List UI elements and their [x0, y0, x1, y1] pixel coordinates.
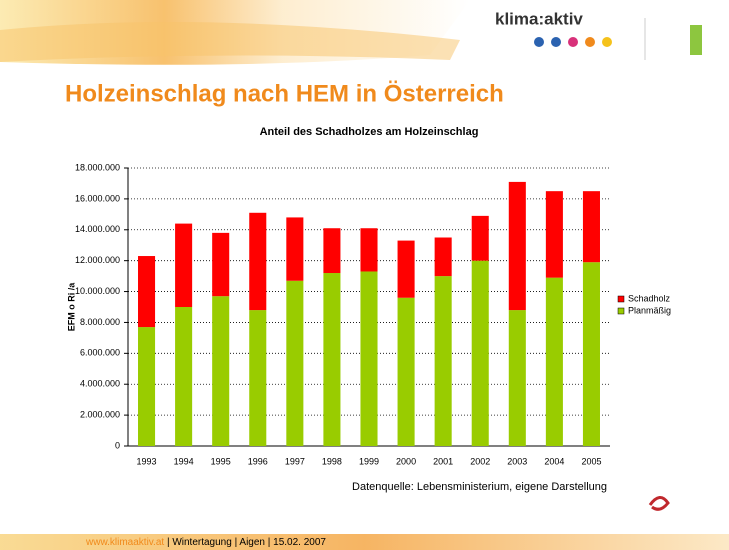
bar-segment	[212, 296, 230, 446]
x-tick-label: 2000	[396, 456, 416, 466]
legend-label: Planmäßig	[628, 305, 671, 315]
bar-segment	[397, 297, 415, 446]
y-tick-label: 14.000.000	[75, 224, 120, 234]
bar-segment	[212, 232, 230, 297]
footer-bar	[0, 534, 729, 550]
x-tick-label: 2002	[470, 456, 490, 466]
header-decoration	[0, 22, 460, 62]
x-tick-label: 2005	[581, 456, 601, 466]
footer-link[interactable]: www.klimaaktiv.at	[85, 537, 164, 548]
x-tick-label: 2003	[507, 456, 527, 466]
bar-segment	[360, 271, 378, 446]
bar-segment	[397, 240, 415, 298]
bar-segment	[360, 228, 378, 272]
x-tick-label: 1994	[174, 456, 194, 466]
slide-title: Holzeinschlag nach HEM in Österreich	[65, 80, 504, 107]
footer: www.klimaaktiv.at | Wintertagung | Aigen…	[85, 537, 326, 548]
y-tick-label: 2.000.000	[80, 409, 120, 419]
bar-segment	[471, 215, 489, 261]
logo-dots	[534, 37, 612, 47]
bar-segment	[138, 327, 156, 446]
x-tick-label: 1999	[359, 456, 379, 466]
y-tick-label: 18.000.000	[75, 162, 120, 172]
x-tick-label: 1995	[211, 456, 231, 466]
bar-segment	[582, 262, 600, 446]
bar-segment	[471, 260, 489, 446]
y-tick-label: 10.000.000	[75, 286, 120, 296]
bar-segment	[545, 277, 563, 446]
bar-segment	[508, 181, 526, 311]
y-tick-label: 8.000.000	[80, 317, 120, 327]
bar-segment	[434, 276, 452, 446]
legend-swatch	[617, 295, 625, 303]
source-note: Datenquelle: Lebensministerium, eigene D…	[352, 481, 607, 493]
bar-segment	[175, 223, 193, 307]
bar-segment	[582, 191, 600, 263]
bar-segment	[249, 212, 267, 311]
legend-swatch	[617, 307, 625, 315]
x-tick-label: 1996	[248, 456, 268, 466]
footer-text: | Wintertagung | Aigen | 15.02. 2007	[164, 537, 326, 548]
legend-label: Schadholz	[628, 293, 671, 303]
bar-segment	[508, 310, 526, 446]
bar-segment	[286, 217, 304, 281]
logo-text: klima:aktiv	[495, 9, 583, 28]
x-tick-label: 1997	[285, 456, 305, 466]
bar-segment	[323, 228, 341, 274]
x-tick-label: 2001	[433, 456, 453, 466]
bar-segment	[175, 307, 193, 446]
chart-title: Anteil des Schadholzes am Holzeinschlag	[260, 126, 479, 138]
y-tick-label: 6.000.000	[80, 348, 120, 358]
x-tick-label: 1998	[322, 456, 342, 466]
y-axis-label: EFM o Ri /a	[66, 282, 76, 331]
y-tick-label: 0	[115, 440, 120, 450]
bar-segment	[138, 256, 156, 328]
bar-segment	[249, 310, 267, 446]
y-tick-label: 12.000.000	[75, 255, 120, 265]
bar-segment	[434, 237, 452, 277]
y-tick-label: 4.000.000	[80, 379, 120, 389]
x-tick-label: 2004	[544, 456, 564, 466]
bar-segment	[545, 191, 563, 278]
x-tick-label: 1993	[137, 456, 157, 466]
agency-logo	[648, 496, 670, 511]
bar-segment	[286, 280, 304, 446]
y-tick-label: 16.000.000	[75, 193, 120, 203]
ministry-logo	[690, 25, 702, 55]
bar-segment	[323, 273, 341, 446]
